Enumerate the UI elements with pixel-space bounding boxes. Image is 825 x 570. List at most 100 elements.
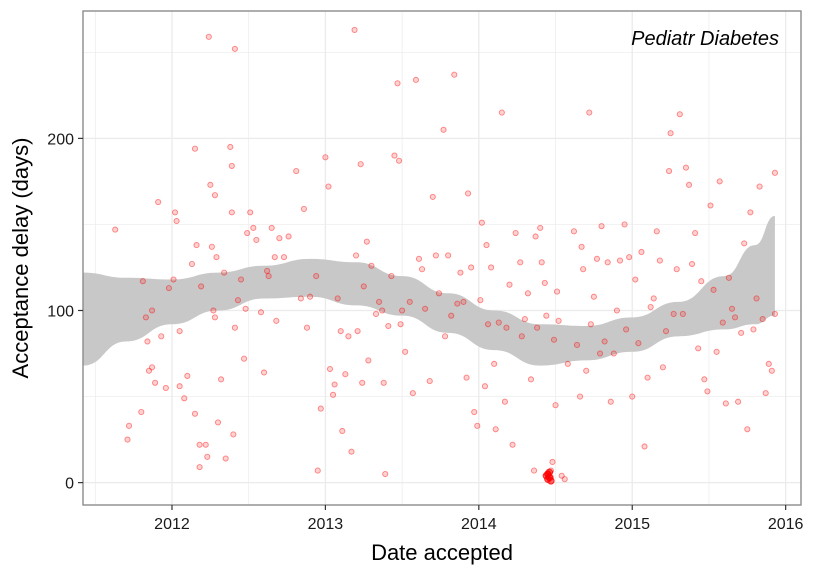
x-tick-label: 2013 bbox=[308, 516, 344, 533]
data-point bbox=[191, 145, 199, 152]
data-point bbox=[759, 316, 766, 323]
x-tick-label: 2014 bbox=[461, 516, 497, 533]
data-point bbox=[481, 383, 489, 390]
data-point bbox=[641, 443, 648, 450]
data-point bbox=[670, 310, 677, 317]
data-point bbox=[144, 338, 151, 345]
data-point bbox=[397, 321, 404, 328]
data-point bbox=[202, 441, 209, 448]
data-point bbox=[429, 193, 436, 200]
data-points bbox=[112, 26, 778, 485]
data-point bbox=[596, 350, 604, 357]
data-point bbox=[412, 76, 419, 83]
data-point bbox=[731, 314, 739, 321]
data-point bbox=[176, 328, 183, 335]
data-point bbox=[207, 181, 214, 188]
data-point bbox=[590, 293, 597, 300]
grid-lines bbox=[83, 11, 801, 505]
data-point bbox=[741, 240, 748, 247]
data-point bbox=[155, 199, 162, 206]
data-point bbox=[191, 410, 199, 417]
data-point bbox=[228, 162, 235, 169]
data-point bbox=[271, 254, 278, 261]
data-point bbox=[188, 260, 195, 268]
data-point bbox=[552, 402, 559, 409]
data-point bbox=[337, 328, 344, 335]
data-point bbox=[689, 260, 696, 268]
data-point bbox=[334, 295, 341, 302]
data-point bbox=[768, 367, 775, 374]
data-point bbox=[554, 288, 561, 295]
data-point bbox=[391, 152, 398, 159]
data-point bbox=[211, 314, 218, 321]
data-point bbox=[395, 157, 403, 164]
data-point bbox=[339, 427, 346, 435]
data-point bbox=[360, 283, 367, 290]
data-point bbox=[527, 376, 535, 383]
data-point bbox=[465, 190, 472, 197]
data-point bbox=[368, 262, 375, 269]
data-point bbox=[607, 398, 614, 405]
data-point bbox=[325, 183, 332, 190]
data-point bbox=[613, 307, 620, 314]
data-point bbox=[257, 309, 265, 316]
data-point bbox=[227, 143, 234, 151]
data-point bbox=[538, 259, 545, 266]
data-point bbox=[635, 340, 642, 347]
data-point bbox=[673, 266, 680, 273]
data-point bbox=[561, 476, 568, 483]
data-point bbox=[682, 164, 689, 171]
journal-annotation: Pediatr Diabetes bbox=[631, 28, 779, 50]
data-point bbox=[228, 209, 235, 216]
data-point-cluster bbox=[545, 473, 554, 482]
data-point bbox=[406, 298, 413, 305]
data-point bbox=[354, 328, 361, 335]
data-point bbox=[692, 229, 699, 237]
data-point bbox=[440, 126, 447, 133]
data-point bbox=[382, 470, 389, 478]
data-point bbox=[210, 307, 217, 314]
data-point bbox=[162, 384, 169, 392]
data-point bbox=[506, 281, 513, 288]
data-point bbox=[517, 259, 524, 266]
data-point bbox=[531, 467, 538, 474]
data-point bbox=[196, 441, 203, 448]
data-point bbox=[218, 376, 225, 383]
y-tick-label: 0 bbox=[65, 476, 74, 493]
data-point bbox=[750, 326, 757, 333]
data-point bbox=[419, 266, 426, 273]
data-point bbox=[152, 379, 159, 386]
data-point bbox=[728, 305, 736, 312]
data-point bbox=[662, 328, 670, 335]
data-point bbox=[265, 273, 272, 280]
data-point bbox=[518, 333, 525, 340]
data-point bbox=[303, 324, 311, 331]
data-point bbox=[241, 355, 248, 362]
data-point bbox=[345, 333, 352, 340]
data-point bbox=[317, 405, 324, 412]
data-point bbox=[280, 254, 288, 261]
data-point bbox=[659, 364, 666, 371]
data-point bbox=[509, 441, 516, 448]
data-point bbox=[587, 321, 594, 328]
data-point bbox=[650, 295, 657, 302]
data-point bbox=[498, 109, 505, 116]
data-point bbox=[307, 293, 314, 300]
data-point bbox=[342, 371, 349, 378]
data-point bbox=[756, 183, 763, 190]
data-point bbox=[503, 324, 510, 331]
data-point bbox=[488, 264, 495, 271]
data-point bbox=[142, 314, 149, 321]
data-point bbox=[578, 243, 585, 250]
data-point bbox=[521, 316, 528, 323]
data-point bbox=[213, 254, 220, 261]
data-point bbox=[771, 169, 778, 176]
data-point bbox=[193, 242, 200, 249]
data-point bbox=[353, 252, 360, 259]
data-point bbox=[285, 233, 292, 240]
data-point bbox=[435, 290, 442, 297]
data-point bbox=[492, 426, 499, 433]
data-point bbox=[638, 248, 645, 256]
data-point bbox=[176, 383, 183, 390]
data-point bbox=[577, 393, 584, 400]
